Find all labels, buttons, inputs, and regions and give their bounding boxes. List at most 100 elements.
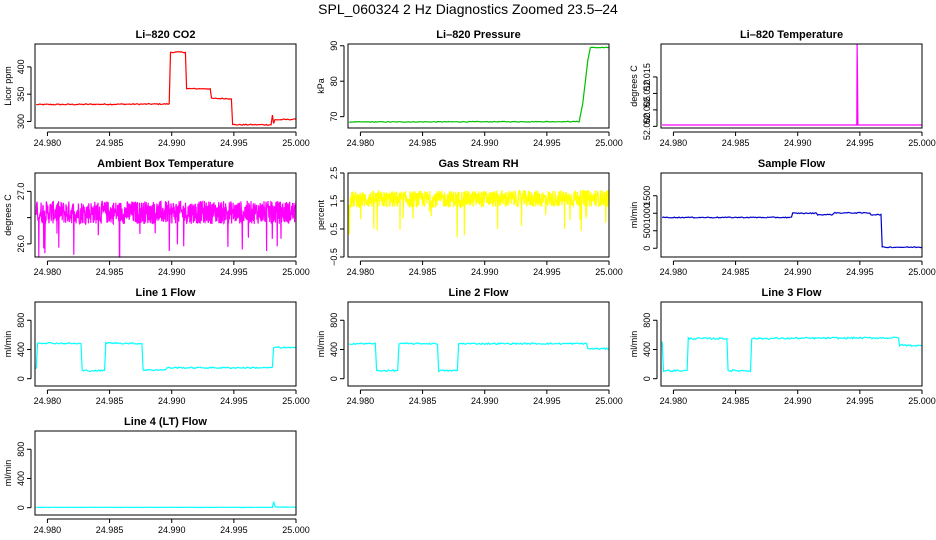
- y-tick-label: 800: [642, 313, 652, 328]
- y-axis-label: kPa: [316, 78, 326, 94]
- y-axis: 26.0 27.0: [16, 183, 32, 253]
- x-tick-label: 24.985: [409, 267, 437, 277]
- x-tick-label: 24.990: [158, 396, 186, 406]
- y-tick-label: 500: [642, 223, 652, 238]
- y-axis: −0.5 0.5 1.5 2.5: [329, 167, 345, 266]
- x-tick-label: 25.000: [282, 396, 310, 406]
- y-axis-label: ml/min: [3, 331, 13, 358]
- x-tick-label: 24.980: [347, 267, 375, 277]
- y-tick-label: 1500: [642, 186, 652, 206]
- y-tick-label: 400: [329, 342, 339, 357]
- x-tick-label: 24.980: [660, 396, 688, 406]
- y-tick-label: 52.015: [642, 63, 652, 91]
- chart-panel-7: Line 1 Flow ml/min 24.980 24.985 24.990 24.99…: [3, 287, 310, 406]
- x-tick-label: 24.995: [533, 267, 561, 277]
- page-title: SPL_060324 2 Hz Diagnostics Zoomed 23.5–…: [318, 1, 618, 17]
- plot-frame: [34, 301, 297, 387]
- x-tick-label: 25.000: [282, 525, 310, 535]
- series-line: [36, 50, 297, 126]
- x-tick-label: 24.985: [96, 525, 124, 535]
- series-line: [35, 200, 297, 258]
- plot-frame: [347, 172, 610, 258]
- x-tick-label: 24.995: [220, 396, 248, 406]
- y-axis-label: degrees C: [629, 65, 639, 107]
- plot-frame: [660, 43, 923, 129]
- chart-panel-6: Sample Flow ml/min 24.980 24.985 24.990 24.99…: [629, 158, 936, 277]
- x-tick-label: 25.000: [282, 138, 310, 148]
- chart-panel-10: Line 4 (LT) Flow ml/min 24.980 24.985 24.990…: [3, 416, 310, 535]
- y-tick-label: 2.5: [329, 167, 339, 180]
- x-tick-label: 24.990: [158, 267, 186, 277]
- x-tick-label: 24.985: [722, 396, 750, 406]
- y-tick-label: 400: [16, 342, 26, 357]
- y-tick-label: 90: [329, 41, 339, 51]
- x-tick-label: 24.990: [471, 138, 499, 148]
- y-tick-label: 0: [16, 505, 26, 510]
- y-axis: 70 80 90: [329, 41, 345, 122]
- chart-title: Li–820 Pressure: [436, 29, 520, 41]
- x-axis: 24.980 24.985 24.990 24.995 25.000: [660, 260, 936, 277]
- chart-title: Line 3 Flow: [762, 287, 822, 299]
- y-tick-label: 350: [16, 87, 26, 102]
- x-tick-label: 24.980: [660, 267, 688, 277]
- y-axis: 0 400 800: [329, 313, 345, 381]
- series-line: [662, 43, 922, 126]
- y-axis-label: percent: [316, 199, 326, 230]
- y-tick-label: 0: [642, 246, 652, 251]
- plot-frame: [34, 43, 297, 129]
- series-line: [661, 336, 923, 373]
- chart-title: Li–820 Temperature: [740, 29, 843, 41]
- x-axis: 24.980 24.985 24.990 24.995 25.000: [660, 131, 936, 148]
- plot-frame: [34, 430, 297, 516]
- y-axis-label: degrees C: [3, 194, 13, 236]
- x-tick-label: 24.985: [96, 138, 124, 148]
- chart-title: Line 2 Flow: [449, 287, 509, 299]
- x-tick-label: 24.980: [34, 138, 62, 148]
- x-tick-label: 24.980: [34, 525, 62, 535]
- series-line: [661, 211, 923, 249]
- x-tick-label: 24.995: [220, 525, 248, 535]
- x-tick-label: 25.000: [595, 138, 623, 148]
- x-tick-label: 24.990: [158, 525, 186, 535]
- y-tick-label: 1.5: [329, 195, 339, 208]
- x-tick-label: 24.990: [158, 138, 186, 148]
- y-tick-label: 0: [329, 376, 339, 381]
- chart-title: Line 4 (LT) Flow: [124, 416, 207, 428]
- x-axis: 24.980 24.985 24.990 24.995 25.000: [660, 389, 936, 406]
- y-axis-label: ml/min: [3, 460, 13, 487]
- x-tick-label: 24.990: [784, 267, 812, 277]
- y-tick-label: 52.000: [642, 113, 652, 141]
- x-axis: 24.980 24.985 24.990 24.995 25.000: [34, 131, 310, 148]
- y-tick-label: 1000: [642, 203, 652, 223]
- x-tick-label: 25.000: [908, 396, 936, 406]
- x-axis: 24.980 24.985 24.990 24.995 25.000: [347, 260, 623, 277]
- y-axis: 0 400 800: [642, 313, 658, 381]
- y-tick-label: 26.0: [16, 235, 26, 253]
- plot-frame: [660, 172, 923, 258]
- chart-title: Ambient Box Temperature: [97, 158, 234, 170]
- x-tick-label: 24.990: [784, 396, 812, 406]
- x-tick-label: 24.990: [784, 138, 812, 148]
- x-tick-label: 24.995: [846, 396, 874, 406]
- x-tick-label: 25.000: [282, 267, 310, 277]
- y-tick-label: 400: [16, 471, 26, 486]
- plot-frame: [34, 172, 297, 258]
- plot-frame: [347, 43, 610, 129]
- x-tick-label: 24.980: [347, 396, 375, 406]
- chart-title: Sample Flow: [758, 158, 826, 170]
- series-line: [349, 46, 610, 123]
- series-line: [348, 189, 610, 238]
- x-tick-label: 24.995: [846, 138, 874, 148]
- y-tick-label: −0.5: [329, 248, 339, 266]
- x-tick-label: 24.985: [409, 396, 437, 406]
- x-tick-label: 24.995: [533, 396, 561, 406]
- x-tick-label: 24.985: [722, 267, 750, 277]
- series-line: [349, 342, 610, 373]
- y-axis: 0 400 800: [16, 442, 32, 510]
